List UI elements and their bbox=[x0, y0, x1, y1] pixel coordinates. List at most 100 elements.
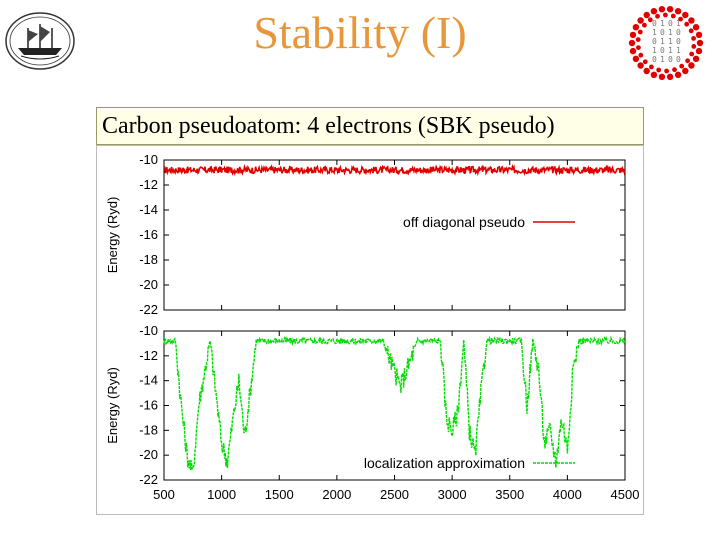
ship-logo-icon bbox=[5, 12, 75, 70]
logo-dot bbox=[688, 28, 694, 34]
x-tick-label: 2000 bbox=[322, 487, 351, 502]
x-tick-label: 3000 bbox=[438, 487, 467, 502]
logo-digit: 0 bbox=[652, 55, 657, 64]
logo-dot bbox=[672, 67, 677, 73]
chart-container: -10 -12 -14 -16 -18 -20 -22 Energy (Ryd) off dia… bbox=[96, 145, 644, 515]
binary-circle-logo-icon: 0 1 0 11 0 1 00 1 1 01 0 1 10 1 0 0 bbox=[628, 6, 704, 81]
logo-dot bbox=[643, 67, 650, 75]
logo-dot bbox=[679, 63, 685, 69]
logo-digit: 0 bbox=[676, 28, 681, 37]
y-axis-label: Energy (Ryd) bbox=[105, 197, 120, 274]
logo-dot bbox=[635, 37, 641, 42]
logo-dot bbox=[691, 36, 696, 41]
logo-digit: 0 bbox=[668, 19, 673, 28]
y-tick-label: -18 bbox=[139, 422, 158, 437]
logo-digit: 1 bbox=[668, 37, 673, 46]
logo-digit: 0 bbox=[676, 37, 681, 46]
logo-dot bbox=[664, 68, 669, 74]
logo-dot bbox=[637, 62, 644, 69]
x-tick-label: 2500 bbox=[380, 487, 409, 502]
y-tick-label: -10 bbox=[139, 152, 158, 167]
y-tick-label: -18 bbox=[139, 252, 158, 267]
logo-digit: 1 bbox=[660, 37, 665, 46]
y-tick-label: -12 bbox=[139, 177, 158, 192]
series-line-top bbox=[163, 163, 626, 177]
logo-dot bbox=[670, 13, 676, 19]
logo-dot bbox=[678, 16, 683, 22]
x-tick-label: 500 bbox=[153, 487, 175, 502]
x-tick-label: 1500 bbox=[265, 487, 294, 502]
logo-dot bbox=[689, 51, 695, 57]
logo-dot bbox=[637, 17, 644, 24]
y-axis-label: Energy (Ryd) bbox=[105, 367, 120, 444]
logo-digit: 1 bbox=[660, 19, 665, 28]
y-tick-label: -14 bbox=[139, 373, 158, 388]
legend-label: localization approximation bbox=[364, 455, 525, 471]
logo-dot bbox=[696, 39, 704, 47]
logo-dot bbox=[642, 59, 648, 65]
logo-dot bbox=[688, 62, 695, 69]
logo-dot bbox=[691, 44, 697, 49]
logo-digit: 1 bbox=[660, 55, 665, 64]
logo-dot bbox=[674, 71, 682, 79]
y-tick-label: -12 bbox=[139, 348, 158, 363]
logo-digit: 1 bbox=[676, 19, 681, 28]
logo-dot bbox=[666, 6, 674, 13]
chart-panel-top: -10 -12 -14 -16 -18 -20 -22 Energy (Ryd) off dia… bbox=[105, 152, 626, 317]
slide-subtitle: Carbon pseudoatom: 4 electrons (SBK pseu… bbox=[96, 107, 644, 145]
logo-digit: 1 bbox=[652, 28, 657, 37]
logo-dot bbox=[655, 13, 660, 19]
logo-digit: 1 bbox=[652, 46, 657, 55]
y-tick-label: -14 bbox=[139, 202, 158, 217]
logo-dot bbox=[643, 11, 650, 19]
logo-digit: 1 bbox=[668, 28, 673, 37]
logo-dot bbox=[656, 67, 662, 73]
logo-dot bbox=[629, 47, 637, 55]
logo-digit: 1 bbox=[676, 46, 681, 55]
logo-dot bbox=[663, 12, 668, 18]
logo-dot bbox=[650, 8, 658, 15]
logo-dot bbox=[682, 67, 689, 75]
logo-dot bbox=[642, 22, 647, 28]
y-tick-label: -22 bbox=[139, 472, 158, 487]
logo-dot bbox=[632, 55, 640, 62]
logo-digit: 0 bbox=[660, 28, 665, 37]
logo-digit: 1 bbox=[668, 46, 673, 55]
y-tick-label: -16 bbox=[139, 227, 158, 242]
logo-dot bbox=[658, 6, 666, 13]
logo-dot bbox=[685, 58, 690, 64]
logo-digit: 0 bbox=[668, 55, 673, 64]
logo-dot bbox=[692, 55, 700, 62]
x-tick-label: 3500 bbox=[495, 487, 524, 502]
x-tick-label: 1000 bbox=[207, 487, 236, 502]
logo-dot bbox=[695, 31, 703, 39]
logo-dot bbox=[674, 8, 682, 15]
logo-digit: 0 bbox=[652, 37, 657, 46]
logo-digit: 0 bbox=[652, 19, 657, 28]
logo-dot bbox=[637, 29, 643, 35]
plot-frame bbox=[163, 159, 626, 311]
logo-dot bbox=[658, 73, 666, 81]
logo-dot bbox=[628, 39, 636, 47]
logo-dot bbox=[695, 47, 703, 55]
y-tick-label: -20 bbox=[139, 277, 158, 292]
legend-label: off diagonal pseudo bbox=[403, 214, 525, 230]
logo-digit: 0 bbox=[660, 46, 665, 55]
y-tick-label: -22 bbox=[139, 302, 158, 317]
x-tick-label: 4500 bbox=[611, 487, 640, 502]
y-tick-label: -16 bbox=[139, 398, 158, 413]
logo-dot bbox=[632, 24, 640, 31]
logo-dot bbox=[638, 52, 644, 58]
x-tick-label: 4000 bbox=[553, 487, 582, 502]
logo-digit: 0 bbox=[676, 55, 681, 64]
series-line-bottom bbox=[163, 335, 626, 471]
y-tick-label: -20 bbox=[139, 447, 158, 462]
energy-chart: -10 -12 -14 -16 -18 -20 -22 Energy (Ryd) off dia… bbox=[105, 152, 639, 502]
logo-dot bbox=[650, 71, 658, 79]
logo-dot bbox=[682, 11, 689, 19]
logo-dot bbox=[647, 17, 653, 23]
logo-dot bbox=[688, 17, 695, 24]
logo-dot bbox=[629, 31, 637, 39]
y-tick-label: -10 bbox=[139, 323, 158, 338]
